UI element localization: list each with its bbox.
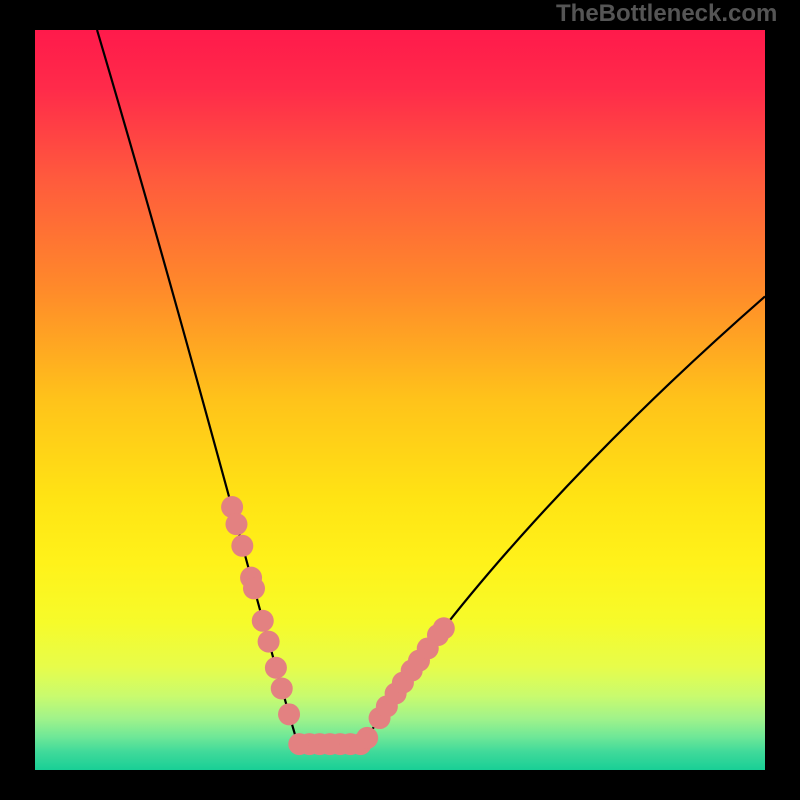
data-marker xyxy=(252,610,274,632)
marker-group xyxy=(221,496,455,755)
data-marker xyxy=(225,513,247,535)
plot-area xyxy=(35,30,765,770)
bottleneck-curve xyxy=(35,30,765,770)
data-marker xyxy=(231,535,253,557)
data-marker xyxy=(265,657,287,679)
data-marker xyxy=(243,577,265,599)
data-marker xyxy=(258,631,280,653)
data-marker xyxy=(356,727,378,749)
data-marker xyxy=(278,703,300,725)
watermark-text: TheBottleneck.com xyxy=(556,0,777,28)
data-marker xyxy=(433,617,455,639)
data-marker xyxy=(271,678,293,700)
frame: TheBottleneck.com xyxy=(0,0,800,800)
